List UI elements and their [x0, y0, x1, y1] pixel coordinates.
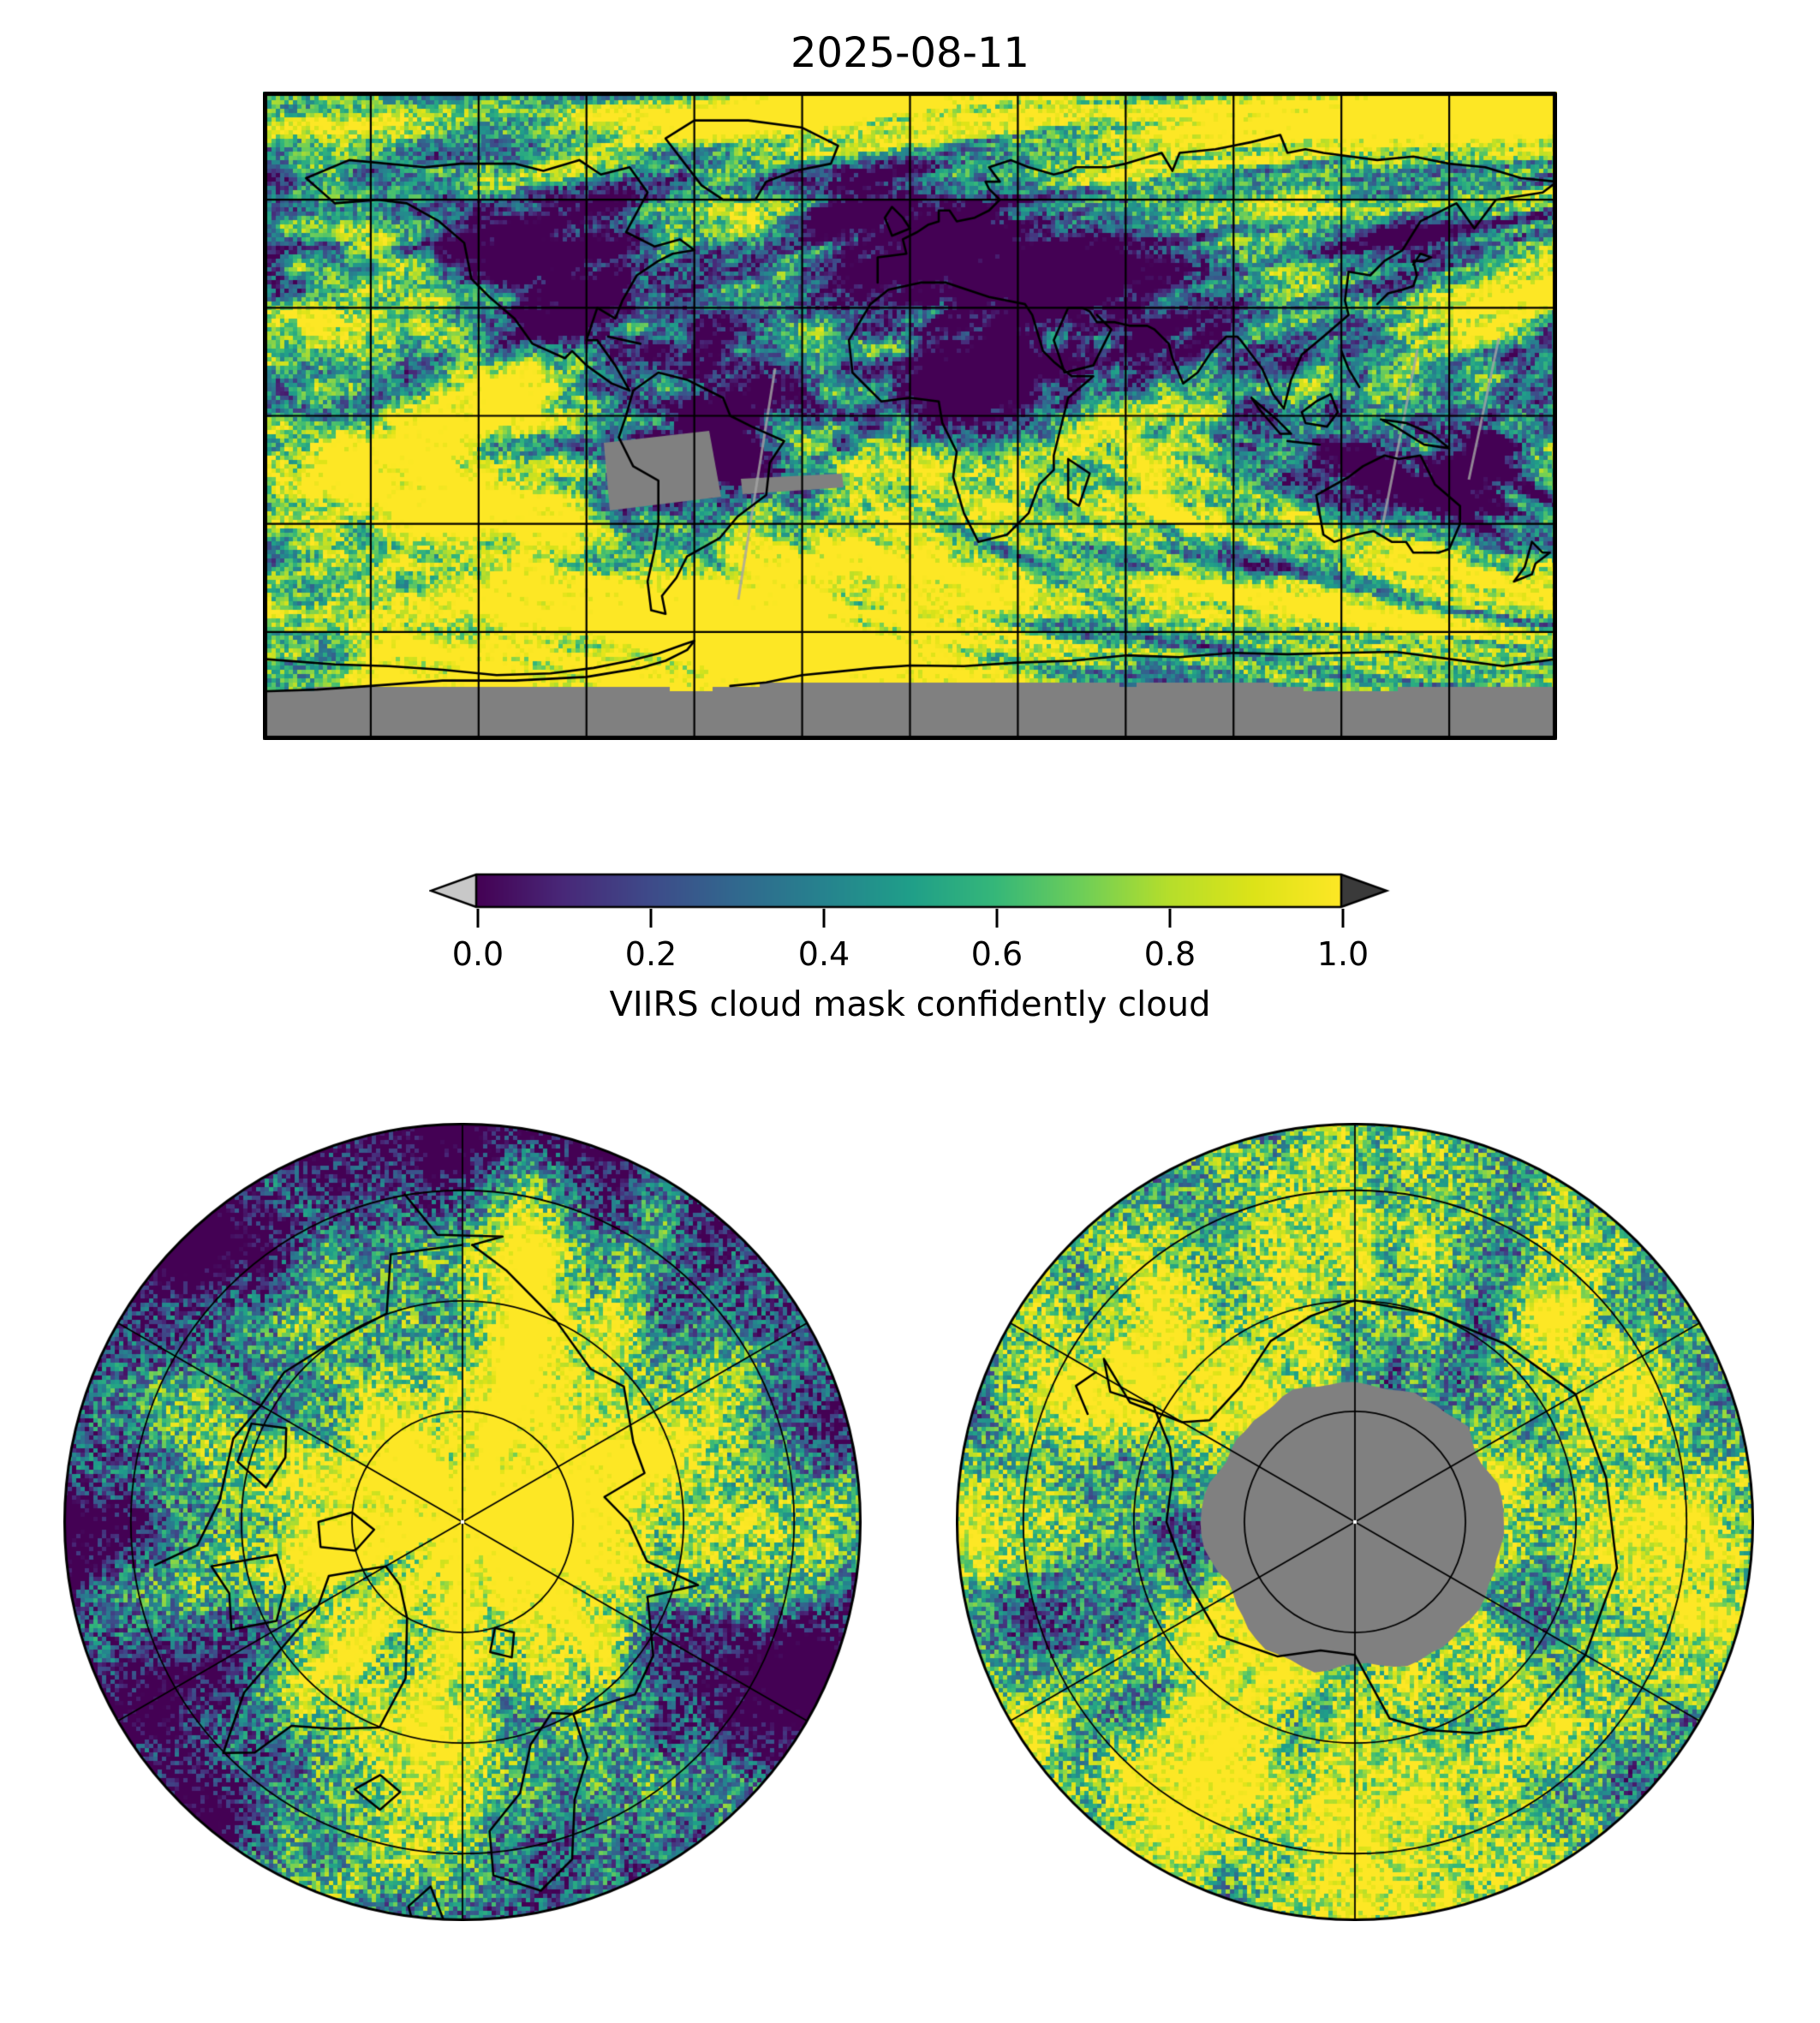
colorbar-canvas — [429, 873, 1391, 912]
colorbar-tick-label: 0.4 — [797, 935, 850, 973]
colorbar-tick-mark — [1168, 909, 1172, 928]
colorbar-tick-mark — [649, 909, 653, 928]
colorbar-tick-mark — [476, 909, 480, 928]
colorbar-tick-mark — [995, 909, 999, 928]
colorbar-tick-label: 1.0 — [1316, 935, 1369, 973]
world-map-canvas — [263, 92, 1557, 740]
north-polar-canvas — [63, 1123, 862, 1921]
colorbar-tick-label: 0.8 — [1143, 935, 1196, 973]
colorbar-tick-mark — [822, 909, 826, 928]
colorbar-tick-label: 0.0 — [451, 935, 504, 973]
south-polar-canvas — [956, 1123, 1754, 1921]
colorbar — [429, 873, 1391, 912]
plot-title: 2025-08-11 — [791, 29, 1029, 77]
colorbar-tick-label: 0.2 — [624, 935, 677, 973]
world-map-panel — [263, 92, 1557, 740]
colorbar-label: VIIRS cloud mask confidently cloud — [609, 985, 1211, 1024]
colorbar-tick-mark — [1341, 909, 1345, 928]
south-polar-panel — [956, 1123, 1754, 1921]
north-polar-panel — [63, 1123, 862, 1921]
colorbar-tick-label: 0.6 — [970, 935, 1023, 973]
